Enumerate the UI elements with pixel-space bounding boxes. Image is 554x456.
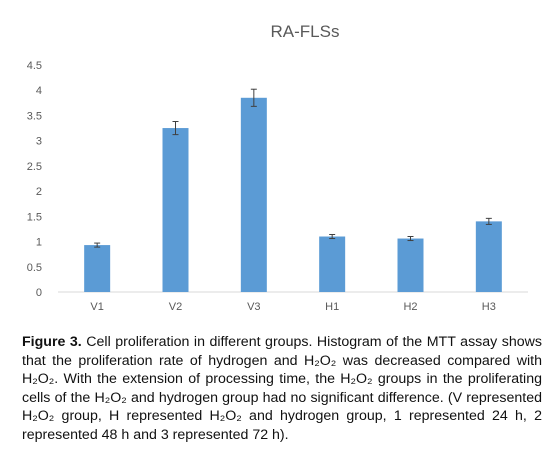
error-bar [250,88,257,107]
y-tick-label: 0.5 [27,262,42,274]
y-tick-label: 3.5 [27,110,42,122]
x-tick-label: V3 [247,301,260,313]
y-axis: 0 0.5 1 1.5 2 2.5 3 3.5 4 4.5 [27,60,42,299]
caption-label: Figure 3. [22,334,82,350]
caption-text: Cell proliferation in different groups. … [22,334,542,443]
x-tick-label: V1 [90,301,103,313]
y-tick-label: 0 [36,287,42,299]
y-tick-label: 4 [36,85,42,97]
x-tick-label: H3 [482,301,496,313]
bar-v1 [84,245,111,292]
bar-v2 [162,128,189,292]
x-axis-labels: V1 V2 V3 H1 H2 H3 [90,301,495,313]
error-bar [172,120,179,136]
y-tick-label: 2.5 [27,161,42,173]
error-bar [94,242,101,248]
x-tick-label: H2 [403,301,417,313]
error-bars [94,88,492,248]
bar-v3 [240,97,267,293]
y-tick-label: 2 [36,186,42,198]
bars [84,97,502,293]
error-bar [329,233,336,240]
y-tick-label: 4.5 [27,60,42,72]
x-tick-label: V2 [169,301,182,313]
y-tick-label: 1.5 [27,211,42,223]
figure-caption: Figure 3. Cell proliferation in differen… [22,333,542,445]
bar-chart: RA-FLSs 0 0.5 1 1.5 2 2.5 3 3.5 4 4.5 V1 V2 V3 H1 H2 H… [27,22,528,313]
error-bar [407,236,414,242]
x-tick-label: H1 [325,301,339,313]
y-tick-label: 1 [36,237,42,249]
bar-h3 [475,221,502,292]
error-bar [485,217,492,225]
bar-h1 [319,236,346,292]
chart-title: RA-FLSs [271,22,340,41]
y-tick-label: 3 [36,136,42,148]
bar-h2 [397,238,424,292]
